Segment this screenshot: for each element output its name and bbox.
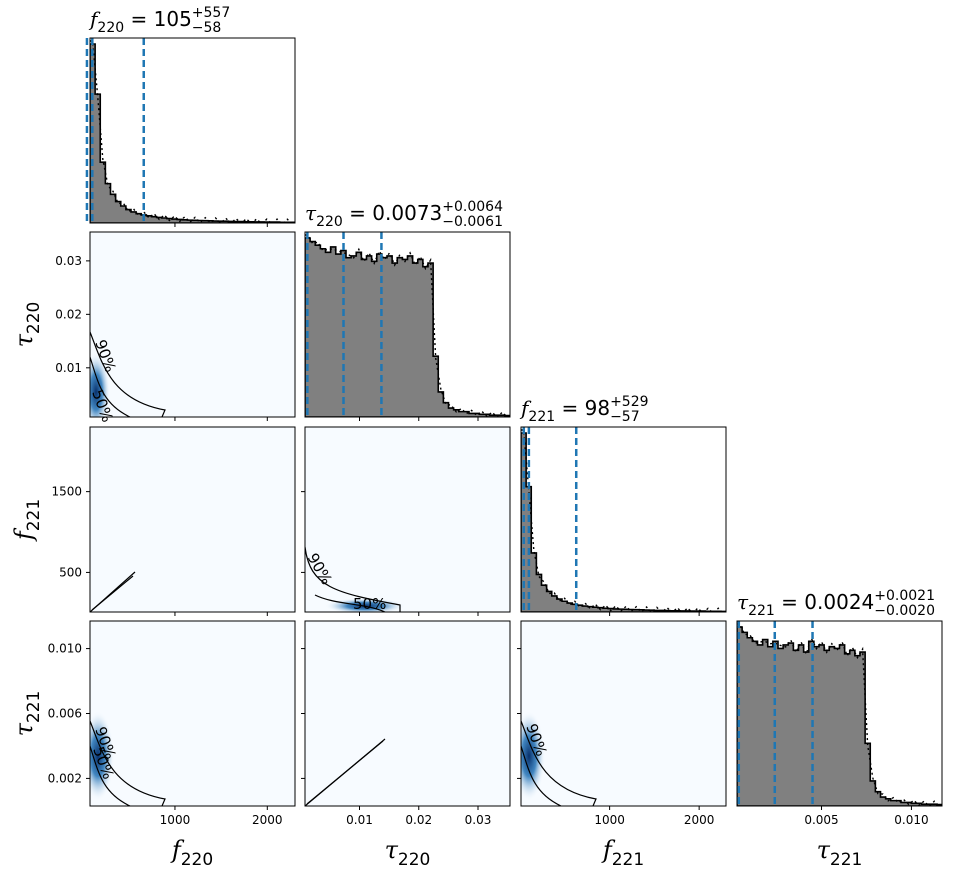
panel-title-2: f221 = 98+529 −57 — [519, 394, 649, 425]
histogram-outline — [521, 432, 726, 612]
panel-frame — [304, 231, 511, 418]
x-tick-label: 1000 — [594, 813, 625, 827]
contour-50 — [314, 594, 386, 612]
contour-90 — [305, 546, 401, 612]
panel-0-0 — [85, 37, 296, 227]
histogram-fill — [737, 627, 942, 806]
x-tick-label: 0.01 — [346, 813, 373, 827]
density-blob — [521, 711, 545, 801]
panel-2-1: 90%50% — [301, 426, 511, 616]
y-tick-label: 1500 — [51, 485, 82, 499]
histogram-dotted-trace — [305, 234, 508, 417]
histogram-fill — [521, 433, 726, 612]
x-axis-label-2: f221 — [601, 836, 644, 870]
density-background — [90, 232, 295, 417]
y-axis-label-1: τ220 — [10, 302, 44, 348]
x-tick-label: 2000 — [252, 813, 283, 827]
histogram-fill — [305, 238, 510, 417]
density-blob — [90, 711, 114, 801]
density-background — [305, 427, 510, 612]
contour-label-50: 50% — [353, 595, 386, 613]
x-axis-label-1: τ220 — [385, 836, 431, 870]
contour-50 — [90, 745, 131, 806]
density-background — [90, 621, 295, 806]
histogram-fill — [90, 44, 295, 223]
panel-frame — [304, 426, 511, 613]
panel-2-0: 500 1500 — [51, 426, 296, 616]
x-axis-label-3: τ221 — [817, 836, 863, 870]
histogram-outline — [90, 43, 295, 223]
x-tick-label: 0.010 — [894, 813, 928, 827]
panel-2-2 — [520, 426, 727, 616]
y-tick-label: 0.01 — [55, 361, 82, 375]
panel-title-1: τ220 = 0.0073+0.0064 −0.0061 — [305, 199, 503, 230]
panel-1-1 — [304, 231, 511, 421]
density-background — [305, 621, 510, 806]
panels-group: 90%50%0.010.020.03500150090%50%90%50%100… — [48, 37, 943, 827]
y-tick-label: 0.002 — [48, 771, 82, 785]
panel-title-3: τ221 = 0.0024+0.0021 −0.0020 — [737, 588, 935, 619]
y-tick-label: 0.006 — [48, 707, 82, 721]
panel-3-1: 0.01 0.02 0.03 — [301, 620, 511, 827]
y-tick-label: 0.010 — [48, 642, 82, 656]
panel-3-2: 90%1000 2000 — [517, 620, 727, 827]
x-tick-label: 1000 — [160, 813, 191, 827]
panel-1-0: 90%50%0.010.020.03 — [55, 231, 296, 425]
panel-frame — [89, 37, 296, 224]
x-axis-label-0: f220 — [170, 836, 213, 870]
contour-50 — [91, 575, 134, 611]
contour-50 — [306, 740, 384, 805]
panel-title-0: f220 = 105+557 −58 — [88, 5, 230, 36]
x-tick-label: 0.02 — [405, 813, 432, 827]
panel-frame — [89, 426, 296, 613]
panel-frame — [736, 620, 943, 807]
y-axis-label-2: f221 — [10, 499, 44, 542]
panel-frame — [89, 231, 296, 418]
histogram-dotted-trace — [90, 40, 293, 223]
panel-3-3: 0.005 0.010 — [736, 620, 943, 827]
contour-50 — [90, 356, 131, 417]
y-tick-label: 0.03 — [55, 254, 82, 268]
x-tick-label: 2000 — [684, 813, 715, 827]
y-tick-label: 500 — [59, 565, 82, 579]
y-tick-label: 0.02 — [55, 307, 82, 321]
density-background — [521, 621, 726, 806]
titles-group: f220 = 105+557 −58 τ220 = 0.0073+0.0064 −0.… — [88, 5, 935, 619]
y-axis-label-3: τ221 — [10, 691, 44, 737]
panel-frame — [520, 426, 727, 613]
contour-90 — [90, 331, 166, 417]
contour-90 — [90, 720, 166, 806]
histogram-dotted-trace — [521, 429, 723, 612]
contour-90 — [521, 720, 597, 806]
x-tick-label: 0.03 — [465, 813, 492, 827]
contour-50 — [521, 745, 562, 806]
x-tick-label: 0.005 — [804, 813, 838, 827]
density-blob — [325, 598, 405, 612]
